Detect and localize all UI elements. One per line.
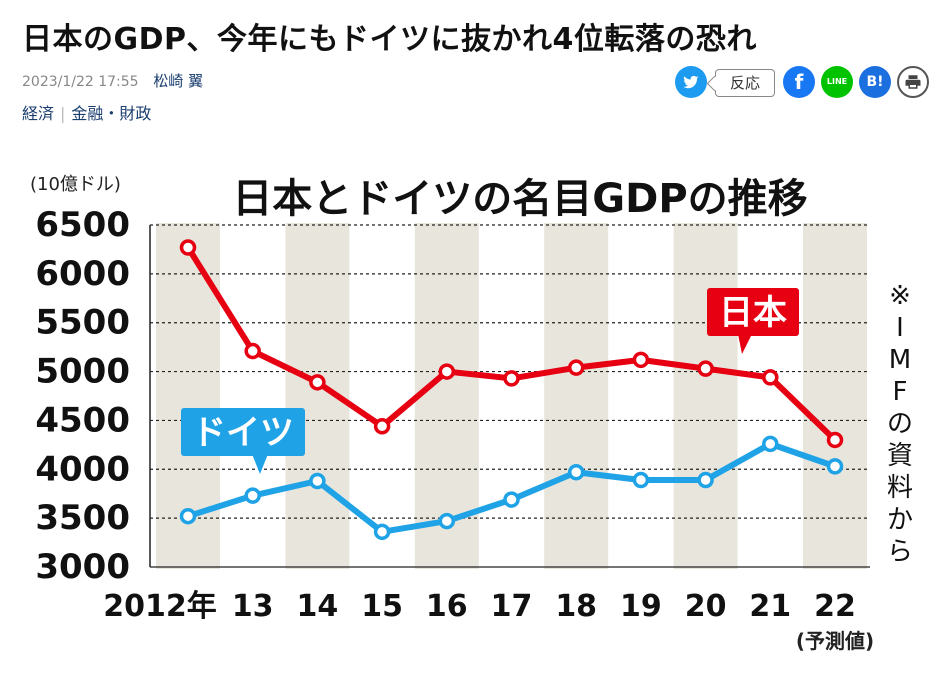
data-point	[503, 491, 520, 508]
data-point	[373, 523, 391, 541]
source-note-char: の	[887, 409, 913, 439]
year-band	[803, 223, 867, 569]
source-note-char: ら	[887, 537, 913, 567]
category-economy-link[interactable]: 経済	[22, 104, 55, 123]
japan-callout-label: 日本	[719, 293, 787, 333]
data-point	[632, 351, 650, 369]
gdp-chart: 3000 3500 4000 4500 5000 5500 6000 6500 2012年 13…	[30, 174, 913, 653]
twitter-share-icon[interactable]	[675, 66, 707, 98]
data-point	[244, 487, 261, 504]
source-note-char: I	[896, 313, 904, 343]
y-tick-label: 5500	[35, 303, 130, 343]
category-separator: |	[60, 104, 66, 123]
data-point	[373, 418, 391, 435]
x-tick-label: 16	[426, 589, 468, 624]
germany-callout-pointer	[252, 454, 268, 474]
article-meta: 2023/1/22 17:55 松崎 翼	[22, 70, 203, 91]
data-point	[309, 374, 326, 391]
x-tick-label: 15	[361, 589, 403, 624]
reaction-button[interactable]: 反応	[715, 69, 775, 97]
year-band	[544, 223, 609, 569]
series-日本	[179, 239, 844, 449]
y-tick-label: 4000	[35, 449, 130, 489]
source-note-char: F	[893, 377, 908, 407]
germany-callout-label: ドイツ	[192, 413, 294, 453]
source-note-char: M	[889, 345, 911, 375]
data-point	[762, 435, 779, 453]
y-tick-label: 3500	[35, 498, 130, 538]
article-headline: 日本のGDP、今年にもドイツに抜かれ4位転落の恐れ	[22, 22, 757, 57]
data-point	[438, 363, 456, 380]
source-note-char: 資	[887, 441, 913, 471]
line-share-icon[interactable]: LINE	[821, 66, 853, 98]
data-point	[179, 239, 197, 256]
share-bar: 反応 f LINE B!	[675, 66, 929, 100]
data-point	[503, 370, 520, 387]
x-tick-label: 18	[555, 589, 597, 624]
series-ドイツ	[179, 435, 844, 541]
chart-title: 日本とドイツの名目GDPの推移	[232, 176, 807, 222]
year-band	[673, 223, 738, 569]
x-tick-label: 20	[685, 589, 727, 624]
germany-callout-box	[181, 408, 305, 456]
x-tick-label: 17	[491, 589, 533, 624]
data-point	[567, 359, 585, 376]
data-point	[826, 458, 844, 475]
y-tick-label: 6500	[35, 205, 130, 245]
x-tick-label: 14	[297, 589, 339, 624]
source-note-char: ※	[889, 281, 911, 311]
data-point	[697, 360, 714, 377]
source-note-char: 料	[887, 473, 913, 503]
y-tick-label: 6000	[35, 254, 130, 294]
data-point	[244, 342, 261, 360]
y-tick-label: 3000	[35, 547, 130, 587]
x-tick-label: 21	[749, 589, 791, 624]
hatena-bookmark-icon[interactable]: B!	[859, 66, 891, 98]
data-point	[826, 431, 844, 449]
facebook-share-icon[interactable]: f	[783, 66, 815, 98]
data-point	[762, 369, 779, 386]
chart-unit-label: (10億ドル)	[30, 174, 121, 195]
x-tick-label: 22	[814, 589, 856, 624]
x-tick-label: 19	[620, 589, 662, 624]
data-point	[309, 472, 326, 490]
data-point	[438, 512, 456, 530]
japan-callout-pointer	[738, 334, 752, 354]
source-note-char: か	[887, 505, 913, 535]
data-point	[697, 471, 714, 489]
japan-callout-box	[707, 288, 799, 336]
category-links: 経済 | 金融・財政	[22, 100, 151, 124]
y-tick-label: 4500	[35, 400, 130, 440]
forecast-note: (予測値)	[796, 629, 874, 653]
data-point	[632, 471, 650, 489]
author-link[interactable]: 松崎 翼	[153, 72, 204, 90]
publish-date: 2023/1/22 17:55	[22, 74, 139, 90]
print-icon[interactable]	[897, 66, 929, 98]
data-point	[567, 463, 585, 481]
data-point	[179, 507, 197, 525]
y-tick-label: 5000	[35, 352, 130, 392]
x-tick-label: 13	[232, 589, 274, 624]
category-finance-link[interactable]: 金融・財政	[71, 104, 152, 123]
x-tick-label: 2012年	[103, 589, 217, 624]
